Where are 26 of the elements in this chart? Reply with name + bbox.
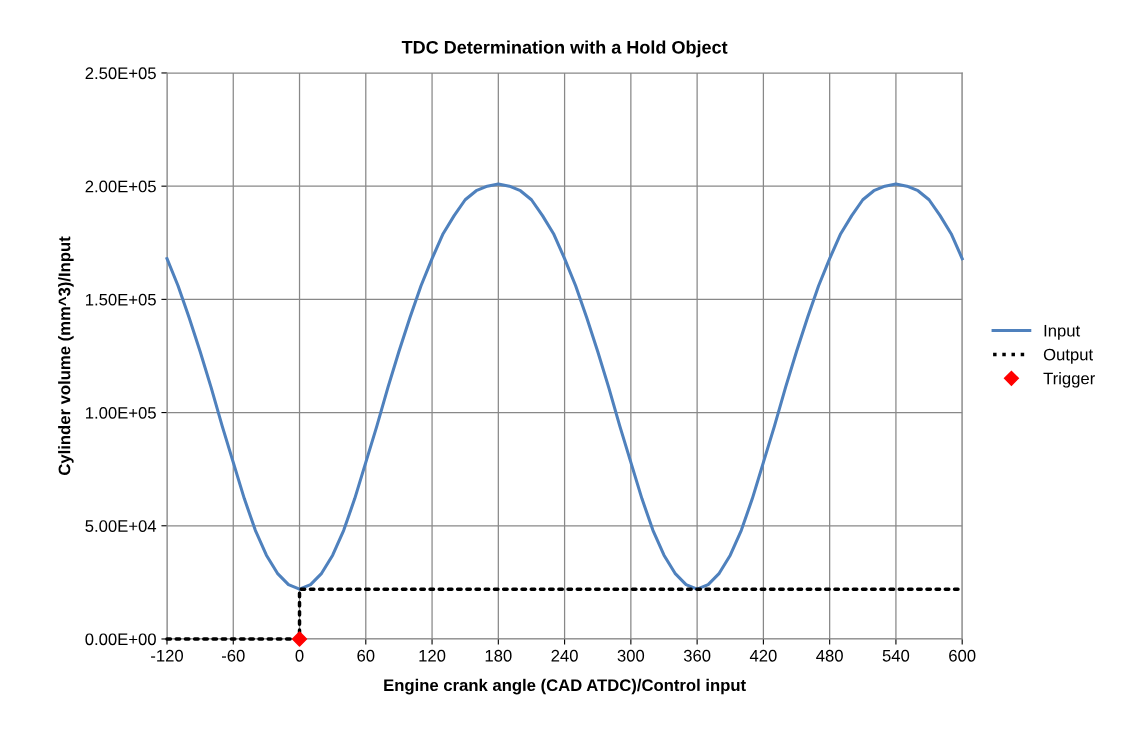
- x-tick-label: 480: [816, 649, 843, 662]
- y-tick-label: 2.50E+05: [85, 67, 156, 80]
- y-tick-label: 5.00E+04: [85, 520, 157, 532]
- legend-label: Output: [1043, 348, 1094, 364]
- chart-title: TDC Determination with a Hold Object: [401, 40, 728, 58]
- x-tick-label: -120: [151, 649, 184, 662]
- y-tick-label: 1.00E+05: [86, 406, 156, 419]
- line-series: [165, 182, 964, 591]
- y-axis-title: Cylinder volume (mm^3)/Input: [58, 236, 74, 475]
- x-tick-label: 60: [357, 649, 375, 662]
- x-tick-label: 540: [882, 649, 910, 662]
- x-tick-label: 360: [683, 649, 711, 662]
- y-tick-label: 1.50E+05: [86, 293, 156, 306]
- x-tick-label: 240: [551, 649, 578, 662]
- x-tick-label: -60: [221, 649, 245, 662]
- x-tick-label: 600: [949, 649, 976, 662]
- x-axis-title: Engine crank angle (CAD ATDC)/Control input: [384, 678, 746, 695]
- legend-label: Input: [1044, 324, 1081, 340]
- y-tick-label: 2.00E+05: [85, 180, 156, 193]
- x-tick-label: 0: [295, 649, 304, 662]
- x-tick-label: 180: [485, 649, 512, 662]
- y-tick-label: 0.00E+00: [85, 633, 156, 646]
- legend-label: Trigger: [1043, 372, 1095, 388]
- x-tick-label: 300: [617, 649, 645, 662]
- x-tick-label: 120: [419, 649, 446, 662]
- x-tick-label: 420: [749, 649, 777, 662]
